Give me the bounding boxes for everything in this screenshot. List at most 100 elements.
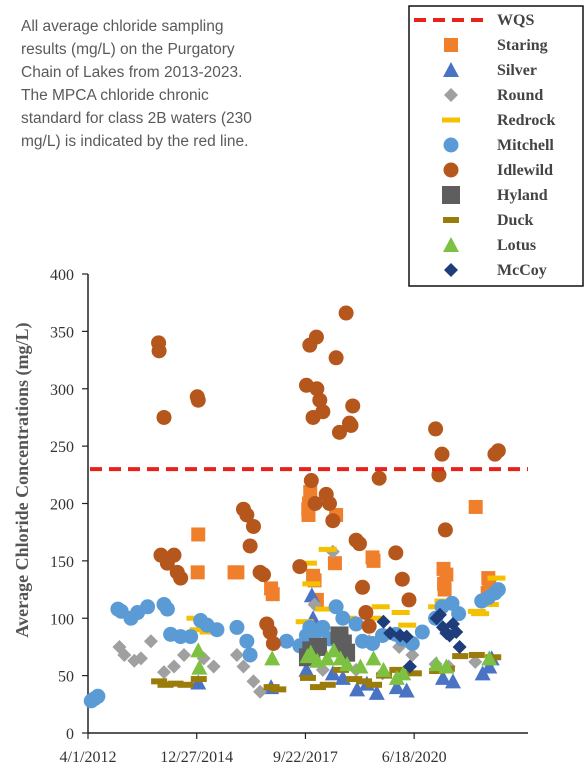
- y-tick-label: 100: [50, 611, 74, 628]
- data-points: [83, 305, 506, 709]
- legend-item-duck: Duck: [443, 212, 534, 229]
- data-point: [239, 507, 255, 523]
- data-point: [490, 443, 506, 459]
- legend-swatch: [443, 237, 459, 252]
- legend-label: Lotus: [497, 237, 536, 254]
- data-point: [389, 666, 406, 673]
- data-point: [319, 650, 336, 666]
- y-tick-label: 400: [50, 267, 74, 284]
- data-point: [391, 610, 410, 616]
- y-tick-label: 50: [58, 669, 74, 686]
- data-point: [264, 650, 281, 666]
- data-point: [236, 659, 251, 674]
- caption-line: The MPCA chloride chronic: [21, 87, 209, 104]
- data-point: [239, 633, 255, 649]
- legend-swatch: [443, 137, 459, 153]
- data-point: [189, 627, 208, 633]
- data-point: [343, 417, 359, 433]
- data-point: [305, 409, 321, 425]
- data-point: [309, 684, 326, 691]
- legend-swatch: [443, 162, 459, 178]
- data-point: [388, 679, 405, 695]
- legend-item-round: Round: [444, 87, 543, 104]
- data-point: [190, 392, 206, 408]
- data-point: [428, 656, 445, 672]
- legend-label: Idlewild: [497, 162, 553, 179]
- legend-label: WQS: [497, 12, 534, 29]
- data-point: [327, 556, 342, 571]
- data-point: [245, 518, 261, 534]
- y-tick-label: 250: [50, 439, 74, 456]
- data-point: [352, 658, 369, 674]
- x-axis: 4/1/2012 12/27/2014 9/22/2017 6/18/2020: [60, 732, 528, 766]
- data-point: [270, 686, 287, 693]
- data-point: [434, 446, 450, 462]
- legend-label: Duck: [497, 212, 534, 229]
- data-point: [191, 659, 208, 675]
- data-point: [209, 622, 225, 638]
- data-point: [230, 565, 245, 580]
- data-point: [444, 673, 461, 689]
- data-point: [365, 635, 381, 651]
- legend-item-staring: Staring: [444, 37, 548, 54]
- x-tick-label: 4/1/2012: [60, 749, 117, 766]
- data-point: [140, 599, 156, 615]
- series-staring: [190, 485, 497, 607]
- data-point: [190, 676, 207, 683]
- data-point: [279, 633, 295, 649]
- data-point: [183, 629, 199, 645]
- data-point: [437, 582, 452, 597]
- data-point: [395, 665, 412, 681]
- data-point: [117, 647, 132, 662]
- data-point: [157, 681, 174, 688]
- data-point: [371, 604, 390, 610]
- data-point: [173, 570, 189, 586]
- data-point: [371, 470, 387, 486]
- series-mitchell: [83, 582, 506, 709]
- data-point: [308, 329, 324, 345]
- legend-label: Redrock: [497, 112, 555, 129]
- legend-item-idlewild: Idlewild: [443, 162, 553, 179]
- data-point: [143, 634, 158, 649]
- data-point: [315, 606, 334, 612]
- data-point: [398, 622, 417, 628]
- series-mccoy: [376, 607, 467, 674]
- data-point: [434, 669, 451, 685]
- chart-caption: All average chloride sampling results (m…: [21, 15, 311, 153]
- data-point: [388, 545, 404, 561]
- y-axis: 0 50 100 150 200 250 300 350 400: [50, 267, 89, 743]
- data-point: [358, 605, 374, 621]
- data-point: [242, 647, 258, 663]
- data-point: [468, 654, 483, 669]
- data-point: [402, 659, 417, 674]
- data-point: [346, 676, 363, 683]
- data-point: [156, 665, 171, 680]
- data-point: [452, 653, 469, 660]
- data-point: [229, 619, 245, 635]
- legend-item-lotus: Lotus: [443, 237, 536, 254]
- y-tick-label: 350: [50, 324, 74, 341]
- data-point: [151, 678, 168, 685]
- data-point: [151, 343, 167, 359]
- caption-line: All average chloride sampling: [21, 18, 224, 35]
- legend-item-redrock: Redrock: [442, 112, 555, 129]
- data-point: [487, 575, 506, 581]
- data-point: [325, 642, 342, 658]
- data-point: [159, 601, 175, 617]
- data-point: [366, 553, 381, 568]
- data-point: [319, 681, 336, 688]
- data-point: [325, 513, 341, 529]
- data-point: [246, 674, 261, 689]
- legend-swatch: [442, 117, 460, 123]
- data-point: [253, 684, 268, 699]
- data-point: [190, 565, 205, 580]
- data-point: [366, 681, 383, 688]
- legend-swatch: [444, 38, 458, 52]
- data-point: [361, 618, 377, 634]
- x-tick-label: 6/18/2020: [382, 749, 447, 766]
- data-point: [481, 650, 498, 666]
- data-point: [312, 392, 328, 408]
- legend-item-mccoy: McCoy: [444, 262, 547, 279]
- caption-line: results (mg/L) on the Purgatory: [21, 41, 235, 58]
